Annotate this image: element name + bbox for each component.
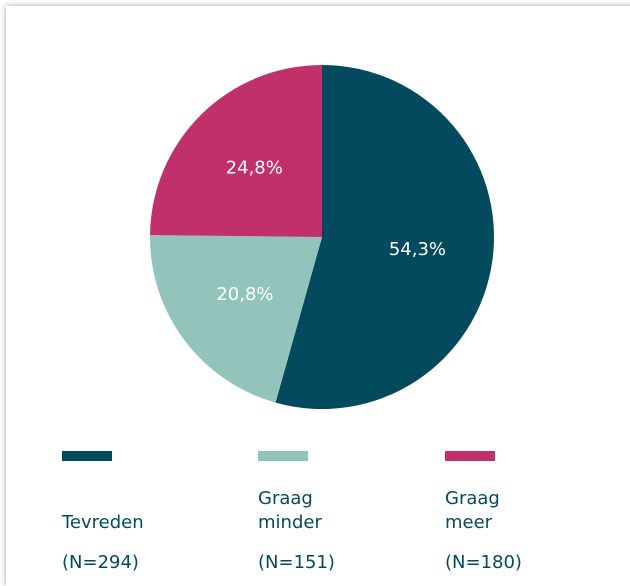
legend-count: (N=151) [258,552,335,573]
legend-item: Graag meer (N=180) [445,451,565,575]
legend-item: Graag minder (N=151) [258,451,378,575]
slice-label: 24,8% [226,158,283,179]
slice-label: 54,3% [389,239,446,260]
chart: 54,3% 20,8% 24,8% [150,65,495,410]
pie-slice [150,235,322,403]
legend-count: (N=294) [62,552,139,573]
slice-label: 20,8% [216,284,273,305]
legend-item: Tevreden (N=294) [62,451,182,575]
legend-swatch [258,451,308,461]
legend-swatch [445,451,495,461]
legend-label: Graag meer [445,461,540,535]
legend-text: Graag minder [258,488,322,533]
pie-slice [275,65,495,410]
legend-swatch [62,451,112,461]
legend-label: Graag minder [258,461,353,535]
legend-text: Graag meer [445,488,500,533]
legend-count: (N=180) [445,552,522,573]
legend-text: Tevreden [62,512,144,533]
legend-label: Tevreden [62,461,157,535]
pie-slice [150,65,322,237]
page: 54,3% 20,8% 24,8% Tevreden (N=294) Graag min… [62,65,565,575]
